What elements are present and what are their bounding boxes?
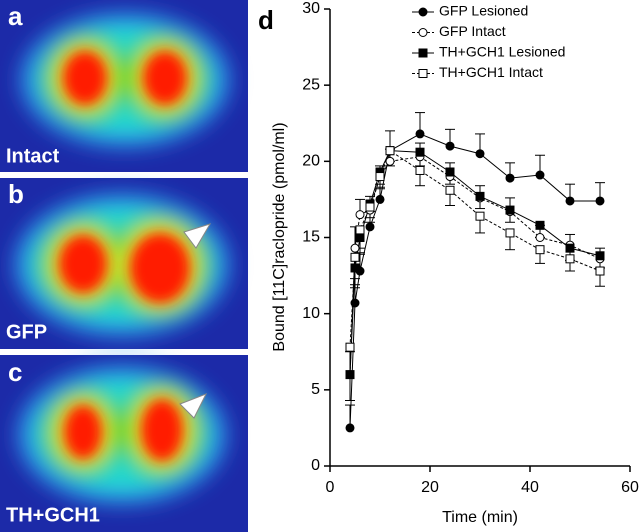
legend-marker <box>418 28 428 37</box>
data-point <box>385 156 395 166</box>
data-point <box>595 251 605 261</box>
panel-label: GFP <box>6 321 47 343</box>
legend-text: GFP Lesioned <box>439 3 528 19</box>
data-point <box>375 194 385 204</box>
chart: d Time (min) Bound [11C]raclopride (pmol… <box>258 0 639 526</box>
data-point <box>445 141 455 151</box>
data-point <box>535 233 545 242</box>
data-point <box>345 342 355 352</box>
panel-label: TH+GCH1 <box>6 504 100 526</box>
panel-letter: d <box>258 5 274 35</box>
panel-letter: a <box>8 1 23 31</box>
series-line <box>349 156 601 375</box>
y-tick-label: 0 <box>311 457 320 474</box>
x-tick-label: 40 <box>521 479 539 496</box>
data-point <box>355 233 365 242</box>
arrowhead <box>183 223 212 249</box>
data-point <box>475 149 485 159</box>
y-tick-label: 25 <box>302 76 320 93</box>
data-point <box>365 222 375 232</box>
data-point <box>350 298 360 308</box>
data-point <box>355 225 365 235</box>
legend-marker <box>418 48 428 58</box>
data-point <box>415 165 425 175</box>
panel-label: Intact <box>6 145 60 167</box>
y-axis-title: Bound [11C]raclopride (pmol/ml) <box>271 122 288 351</box>
data-point <box>505 205 515 215</box>
x-tick-label: 0 <box>326 479 335 496</box>
data-point <box>535 245 545 255</box>
legend-text: TH+GCH1 Lesioned <box>439 44 565 60</box>
data-point <box>350 252 360 262</box>
data-point <box>535 170 545 180</box>
data-point <box>375 172 385 182</box>
data-point <box>565 196 575 206</box>
y-tick-label: 10 <box>302 305 320 322</box>
data-point <box>595 196 605 206</box>
data-point <box>505 228 515 238</box>
y-tick-label: 30 <box>302 0 320 17</box>
legend-marker <box>418 7 428 17</box>
legend-text: TH+GCH1 Intact <box>439 64 543 80</box>
data-point <box>385 146 395 156</box>
x-axis-title: Time (min) <box>442 509 518 526</box>
data-point <box>445 185 455 195</box>
legend-text: GFP Intact <box>439 23 506 39</box>
series-line <box>349 149 601 348</box>
data-point <box>350 243 360 253</box>
data-point <box>475 211 485 221</box>
y-tick-label: 5 <box>311 381 320 398</box>
y-tick-label: 20 <box>302 153 320 170</box>
data-point <box>355 210 365 220</box>
data-point <box>595 266 605 276</box>
arrowhead <box>179 393 208 419</box>
series-line <box>349 133 600 428</box>
data-point <box>345 423 355 433</box>
series-line <box>349 150 601 375</box>
pet-panel-c: c TH+GCH1 <box>0 355 248 532</box>
pet-panel-a: a Intact <box>0 0 248 172</box>
data-point <box>415 129 425 139</box>
panel-letter: c <box>8 357 22 387</box>
panel-letter: b <box>8 179 24 209</box>
data-point <box>445 167 455 177</box>
legend-marker <box>418 69 428 78</box>
data-point <box>565 254 575 264</box>
data-point <box>565 243 575 253</box>
data-point <box>535 220 545 230</box>
data-point <box>475 191 485 201</box>
data-point <box>505 173 515 183</box>
x-tick-label: 60 <box>621 479 639 496</box>
x-tick-label: 20 <box>421 479 439 496</box>
data-point <box>365 202 375 212</box>
data-point <box>345 370 355 380</box>
data-point <box>350 263 360 273</box>
y-tick-label: 15 <box>302 229 320 246</box>
pet-panel-b: b GFP <box>0 178 248 349</box>
data-point <box>415 147 425 157</box>
